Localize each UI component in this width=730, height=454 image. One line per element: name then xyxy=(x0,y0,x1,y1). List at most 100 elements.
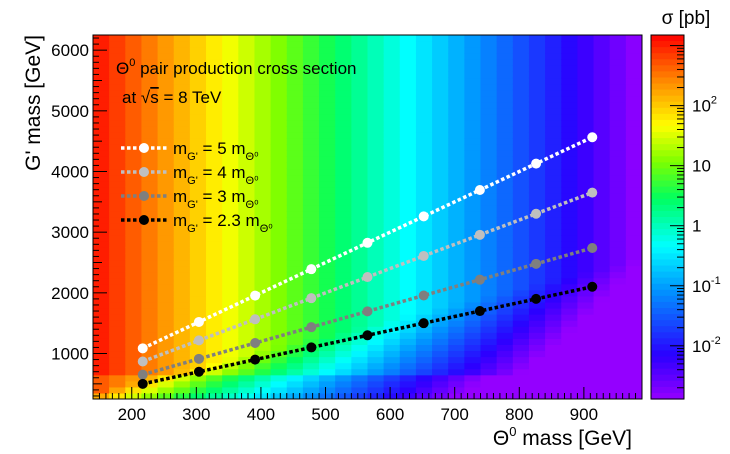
heatmap-cell xyxy=(561,338,579,345)
heatmap-cell xyxy=(545,368,562,376)
heatmap-cell xyxy=(351,126,369,133)
heatmap-cell xyxy=(302,180,320,188)
heatmap-cell xyxy=(157,210,175,218)
heatmap-cell xyxy=(528,374,546,382)
heatmap-cell xyxy=(480,301,498,309)
heatmap-cell xyxy=(415,356,433,364)
series-point-0 xyxy=(474,185,485,196)
heatmap-cell xyxy=(254,235,272,242)
heatmap-cell xyxy=(254,35,272,42)
heatmap-cell xyxy=(206,235,223,242)
heatmap-cell xyxy=(254,223,272,230)
heatmap-cell xyxy=(351,144,369,151)
heatmap-cell xyxy=(206,362,223,370)
heatmap-cell xyxy=(415,107,433,115)
heatmap-cell xyxy=(399,223,417,230)
heatmap-cell xyxy=(496,95,514,103)
heatmap-cell xyxy=(545,295,562,303)
heatmap-cell xyxy=(480,119,498,127)
heatmap-cell xyxy=(545,119,562,127)
heatmap-cell xyxy=(496,332,514,339)
heatmap-cell xyxy=(432,83,449,91)
heatmap-cell xyxy=(270,180,288,188)
heatmap-cell xyxy=(577,174,595,182)
colorbar-band xyxy=(651,247,684,254)
heatmap-cell xyxy=(206,150,223,157)
colorbar-band xyxy=(651,77,684,85)
heatmap-cell xyxy=(157,156,175,163)
heatmap-cell xyxy=(464,83,482,91)
heatmap-cell xyxy=(206,59,223,66)
heatmap-cell xyxy=(302,392,320,399)
heatmap-cell xyxy=(302,77,320,85)
heatmap-cell xyxy=(432,35,449,42)
heatmap-cell xyxy=(448,217,465,224)
heatmap-cell xyxy=(448,392,465,399)
colorbar-band xyxy=(651,356,684,364)
heatmap-cell xyxy=(335,386,352,394)
heatmap-cell xyxy=(577,180,595,188)
heatmap-cell xyxy=(399,204,417,212)
heatmap-cell xyxy=(609,59,627,66)
series-point-1 xyxy=(362,272,373,283)
heatmap-cell xyxy=(609,113,627,121)
heatmap-cell xyxy=(464,144,482,151)
heatmap-cell xyxy=(206,89,223,97)
heatmap-cell xyxy=(512,344,530,352)
heatmap-cell xyxy=(335,180,352,188)
heatmap-cell xyxy=(528,144,546,151)
colorbar-band xyxy=(651,186,684,194)
heatmap-cell xyxy=(189,289,207,297)
heatmap-cell xyxy=(189,198,207,206)
heatmap-cell xyxy=(286,314,304,321)
heatmap-cell xyxy=(206,289,223,297)
heatmap-cell xyxy=(399,119,417,127)
heatmap-cell xyxy=(577,186,595,194)
heatmap-cell xyxy=(383,235,401,242)
heatmap-cell xyxy=(141,47,159,54)
colorbar-band xyxy=(651,53,684,60)
heatmap-cell xyxy=(270,204,288,212)
heatmap-cell xyxy=(383,247,401,254)
heatmap-cell xyxy=(464,314,482,321)
heatmap-cell xyxy=(238,350,256,358)
heatmap-cell xyxy=(93,192,110,200)
heatmap-cell xyxy=(609,283,627,291)
heatmap-cell xyxy=(367,247,385,254)
heatmap-cell xyxy=(222,168,239,176)
heatmap-cell xyxy=(464,71,482,79)
heatmap-cell xyxy=(367,107,385,115)
heatmap-cell xyxy=(432,344,449,352)
heatmap-cell xyxy=(141,210,159,218)
heatmap-cell xyxy=(270,374,288,382)
heatmap-cell xyxy=(448,138,465,145)
heatmap-cell xyxy=(286,77,304,85)
heatmap-cell xyxy=(173,192,191,200)
heatmap-cell xyxy=(561,168,579,176)
heatmap-cell xyxy=(528,308,546,315)
heatmap-cell xyxy=(496,265,514,273)
colorbar-band xyxy=(651,192,684,200)
heatmap-cell xyxy=(93,71,110,79)
heatmap-cell xyxy=(545,198,562,206)
heatmap-cell xyxy=(625,320,642,327)
heatmap-cell xyxy=(625,192,642,200)
heatmap-cell xyxy=(528,132,546,139)
heatmap-cell xyxy=(577,235,595,242)
heatmap-cell xyxy=(270,168,288,176)
heatmap-cell xyxy=(609,41,627,48)
heatmap-cell xyxy=(125,126,143,133)
heatmap-cell xyxy=(109,83,126,91)
heatmap-cell xyxy=(254,59,272,66)
colorbar-band xyxy=(651,295,684,303)
heatmap-cell xyxy=(254,53,272,60)
heatmap-cell xyxy=(577,344,595,352)
heatmap-cell xyxy=(335,132,352,139)
heatmap-cell xyxy=(125,89,143,97)
heatmap-cell xyxy=(302,101,320,109)
heatmap-cell xyxy=(141,126,159,133)
heatmap-cell xyxy=(464,162,482,170)
heatmap-cell xyxy=(448,295,465,303)
heatmap-cell xyxy=(189,283,207,291)
heatmap-cell xyxy=(367,283,385,291)
